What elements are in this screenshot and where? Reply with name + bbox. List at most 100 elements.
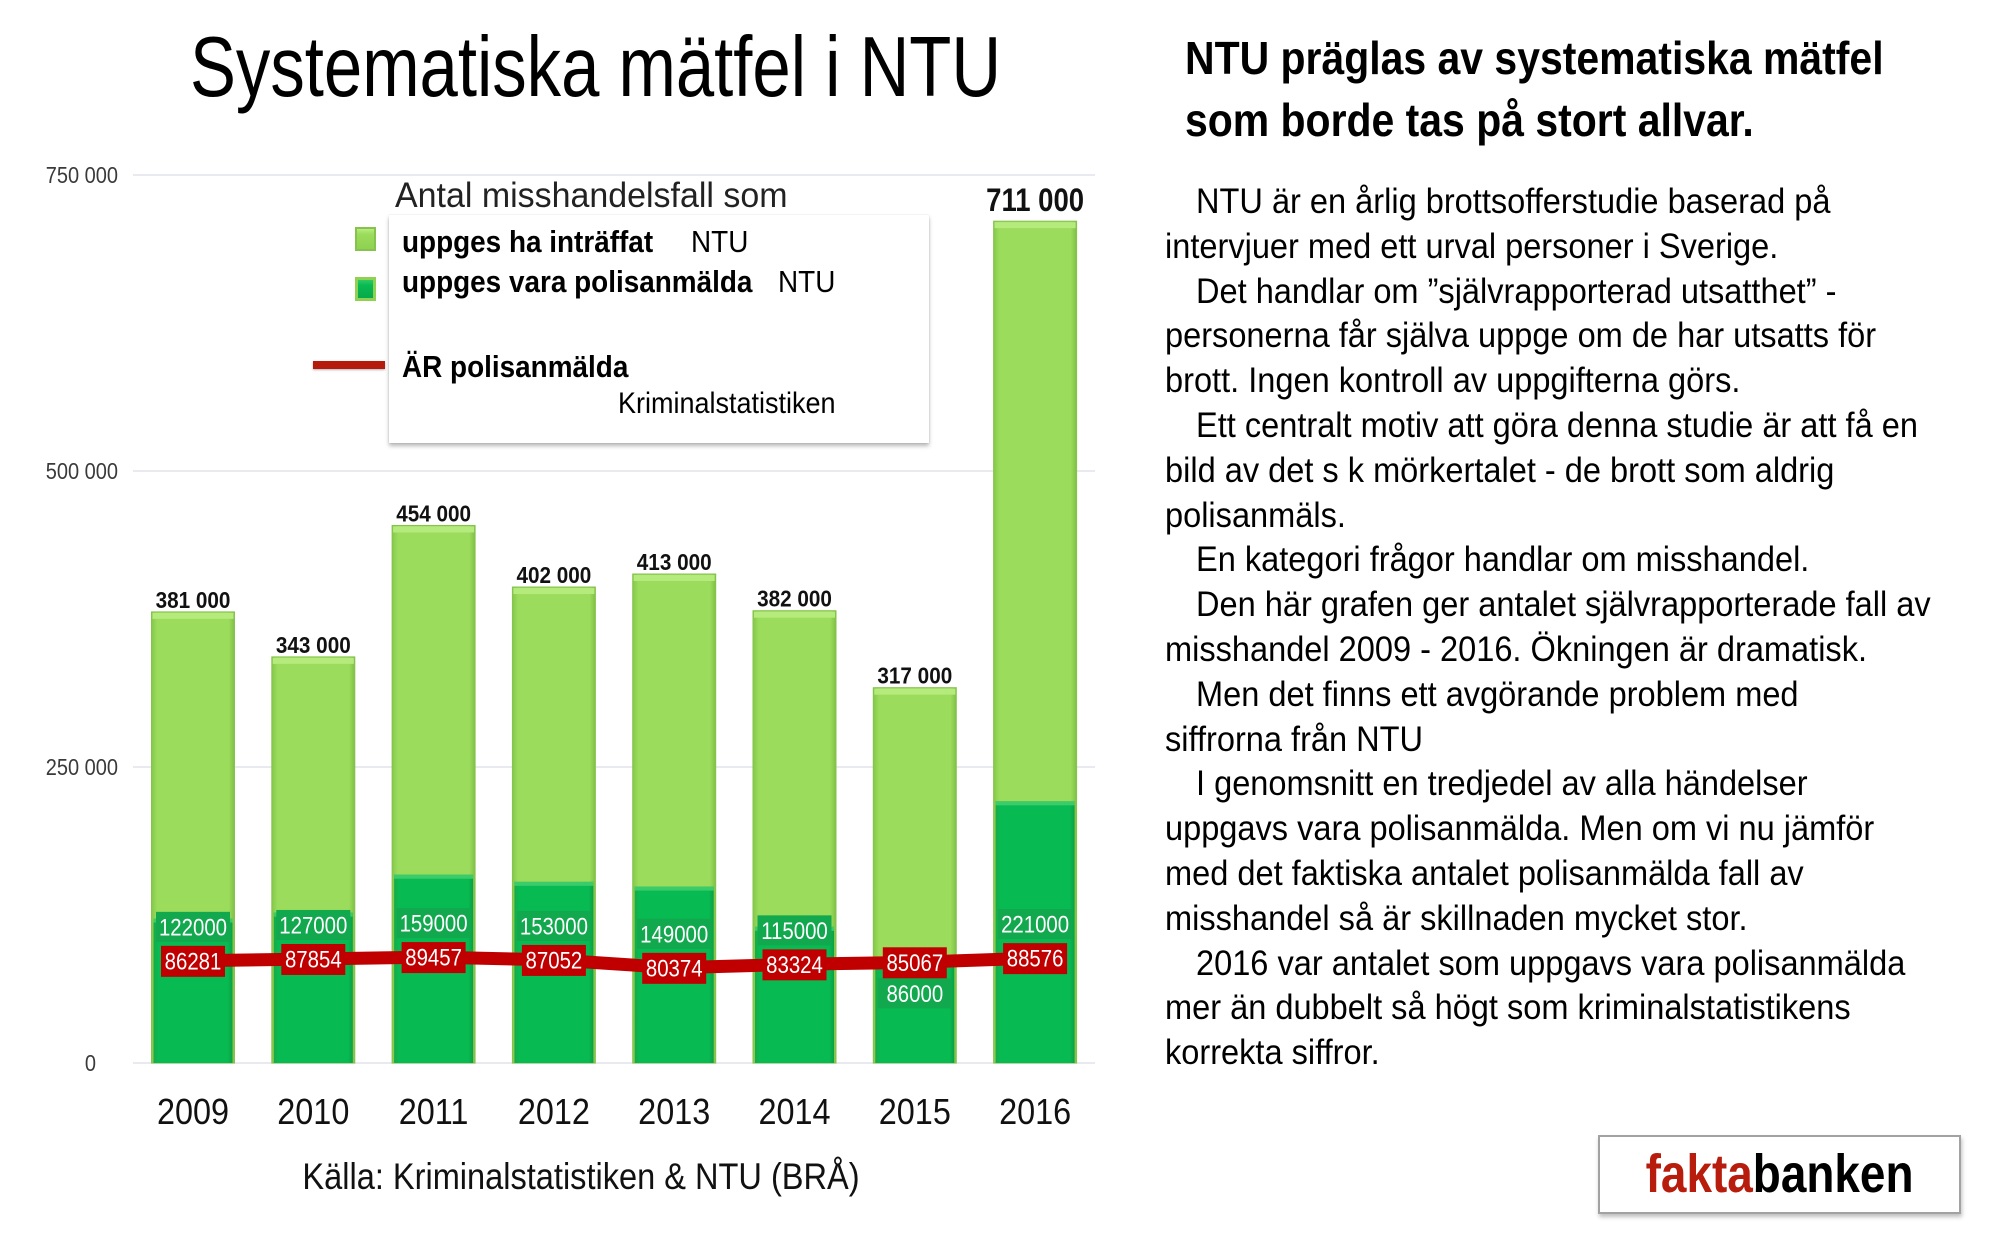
line-data-label: 88576 <box>1003 943 1068 975</box>
body-line: bild av det s k mörkertalet - de brott s… <box>1165 449 1986 494</box>
bar-reported <box>755 926 834 1063</box>
bar-chart: 0 250 000 500 000 750 000 381 000 2009 343 000… <box>46 162 1095 1197</box>
reported-value-label: 127000 <box>279 912 347 939</box>
body-line: med det faktiska antalet polisanmälda fa… <box>1165 852 1986 897</box>
y-tick-label: 750 000 <box>46 162 118 189</box>
legend-item-reported: uppges vara polisanmälda <box>402 264 791 300</box>
body-line-text: misshandel 2009 - 2016. Ökningen är dram… <box>1165 629 1868 669</box>
legend-item-actual: ÄR polisanmälda <box>402 349 654 385</box>
legend-item-source: Kriminalstatistiken <box>618 386 860 422</box>
bar-total-bevel <box>994 222 1076 229</box>
x-tick-label: 2011 <box>399 1092 469 1132</box>
x-tick-label: 2009 <box>157 1092 229 1132</box>
data-label-box <box>516 910 591 941</box>
body-line-text: NTU är en årlig brottsofferstudie basera… <box>1196 182 1831 221</box>
body-line: Ett centralt motiv att göra denna studie… <box>1165 404 1986 449</box>
bar-total-label: 382 000 <box>757 586 832 612</box>
data-label-box <box>642 952 707 984</box>
y-tick-label: 250 000 <box>46 754 118 781</box>
data-label-box <box>882 947 947 979</box>
bar-group: 317 000 2015 <box>872 663 957 1132</box>
bar-group: 381 000 2009 <box>151 587 235 1132</box>
body-line-text: Ett centralt motiv att göra denna studie… <box>1196 405 1918 445</box>
bar-group: 454 000 2011 <box>391 500 476 1132</box>
body-line-text: 2016 var antalet som uppgavs vara polisa… <box>1196 943 1906 983</box>
reported-data-label: 153000 <box>516 910 591 941</box>
logo-text: faktabanken <box>1646 1137 1914 1212</box>
body-line-text: intervjuer med ett urval personer i Sver… <box>1165 226 1779 266</box>
line-value-label: 87052 <box>526 947 583 974</box>
body-line: mer än dubbelt så högt som kriminalstati… <box>1165 986 1986 1031</box>
data-label-box <box>637 918 712 949</box>
x-tick-label: 2015 <box>879 1092 951 1132</box>
slide-title: Systematiska mätfel i NTU <box>190 25 1191 110</box>
legend-item-source: NTU <box>778 264 842 300</box>
bar-total-label: 711 000 <box>986 183 1084 218</box>
legend-item-source-text: NTU <box>778 264 836 299</box>
line-data-label: 85067 <box>882 947 947 979</box>
data-label-box <box>998 909 1073 940</box>
body-line: Den här grafen ger antalet självrapporte… <box>1165 583 1986 628</box>
y-tick-label: 0 <box>85 1050 96 1077</box>
reported-value-label: 115000 <box>761 917 828 944</box>
line-value-label: 88576 <box>1007 945 1064 972</box>
data-label-box <box>521 944 586 976</box>
x-tick-label: 2013 <box>638 1092 710 1132</box>
reported-value-label: 122000 <box>159 914 227 941</box>
bar-total-bevel <box>754 611 835 618</box>
data-label-box <box>1003 943 1068 975</box>
headline-line-text: som borde tas på stort allvar. <box>1185 94 1754 146</box>
body-line-text: siffrorna från NTU <box>1165 719 1424 759</box>
body-line-text: Men det finns ett avgörande problem med <box>1196 674 1799 714</box>
x-tick-label: 2012 <box>518 1092 590 1132</box>
source-note: Källa: Kriminalstatistiken & NTU (BRÅ) <box>302 1156 859 1197</box>
bar-reported-bevel <box>514 881 594 886</box>
headline: NTU präglas av systematiska mätfel som b… <box>1185 27 1970 151</box>
chart-legend <box>389 215 929 443</box>
x-tick-label: 2016 <box>999 1092 1071 1132</box>
bar-reported-bevel <box>634 886 714 891</box>
data-label-box <box>401 942 466 974</box>
bar-group: 711 000 2016 <box>986 183 1084 1132</box>
data-label-box <box>762 949 827 981</box>
body-line: Men det finns ett avgörande problem med <box>1165 673 1986 718</box>
body-line: misshandel så är skillnaden mycket stor. <box>1165 897 1986 942</box>
body-line-text: En kategori frågor handlar om misshandel… <box>1196 540 1810 580</box>
body-line-text: uppgavs vara polisanmälda. Men om vi nu … <box>1165 809 1875 849</box>
line-value-label: 89457 <box>405 944 462 971</box>
legend-title-text: Antal misshandelsfall som <box>395 176 788 215</box>
bar-total-bevel <box>874 688 956 695</box>
reported-data-label: 86000 <box>877 978 952 1009</box>
bar-total-label: 413 000 <box>637 549 712 575</box>
bar-total-bevel <box>152 612 234 619</box>
body-line: misshandel 2009 - 2016. Ökningen är dram… <box>1165 628 1986 673</box>
data-label-box <box>281 943 346 975</box>
bar-total-label: 381 000 <box>156 587 231 613</box>
body-line-text: brott. Ingen kontroll av uppgifterna gör… <box>1165 361 1741 401</box>
legend-swatch-total-bar <box>355 227 376 251</box>
body-line: korrekta siffror. <box>1165 1031 1986 1076</box>
reported-value-label: 86000 <box>886 980 943 1007</box>
bar-group: 402 000 2012 <box>511 562 596 1132</box>
reported-data-label: 127000 <box>276 909 351 940</box>
body-line: brott. Ingen kontroll av uppgifterna gör… <box>1165 359 1986 404</box>
body-line: personerna får själva uppge om de har ut… <box>1165 314 1986 359</box>
headline-line: NTU präglas av systematiska mätfel <box>1185 27 1970 89</box>
line-data-label: 87854 <box>281 943 346 975</box>
body-line-text: polisanmäls. <box>1165 495 1346 535</box>
bar-reported <box>153 918 233 1063</box>
bar-total-bevel <box>272 657 354 664</box>
legend-item-total: uppges ha inträffat <box>402 224 681 260</box>
legend-item-source: NTU <box>691 224 755 260</box>
line-data-label: 89457 <box>401 942 466 974</box>
line-value-label: 86281 <box>165 948 222 975</box>
x-tick-label: 2014 <box>758 1092 830 1132</box>
bar-group: 343 000 2010 <box>271 632 356 1132</box>
bar-group: 413 000 2013 <box>632 549 717 1132</box>
data-label-box <box>396 908 471 939</box>
body-line: Det handlar om ”självrapporterad utsatth… <box>1165 270 1986 315</box>
reported-data-label: 115000 <box>757 915 832 946</box>
line-value-label: 80374 <box>646 955 703 982</box>
legend-swatch-line <box>313 361 385 369</box>
